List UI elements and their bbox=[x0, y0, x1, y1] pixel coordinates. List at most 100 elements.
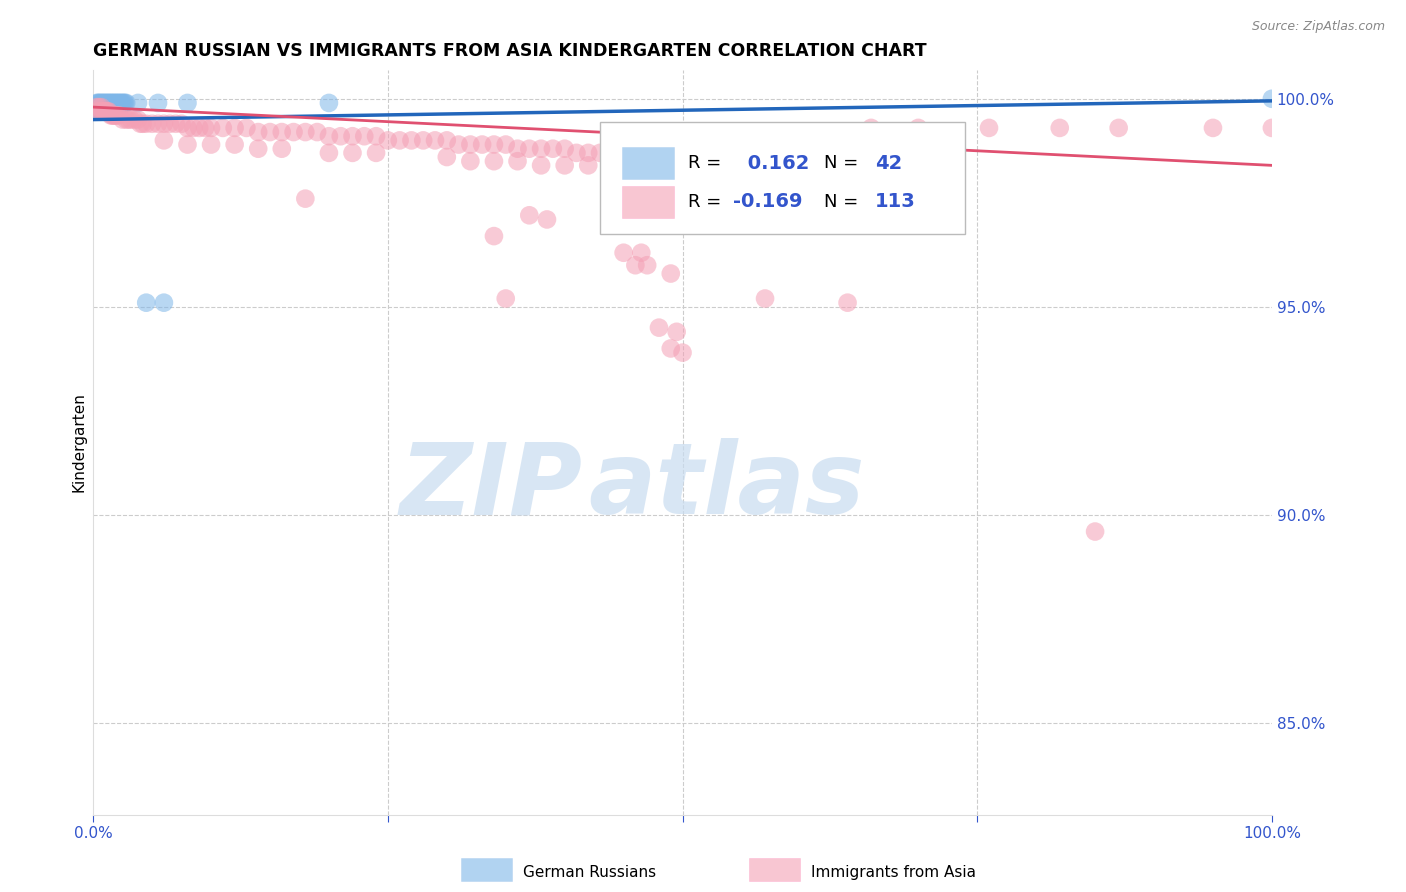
Point bbox=[108, 95, 131, 110]
Point bbox=[482, 154, 505, 169]
Point bbox=[107, 95, 129, 110]
Y-axis label: Kindergarten: Kindergarten bbox=[72, 392, 86, 492]
Point bbox=[108, 108, 131, 122]
Point bbox=[318, 129, 340, 144]
Point bbox=[423, 133, 446, 147]
Point bbox=[87, 95, 110, 110]
Point bbox=[460, 137, 482, 152]
Point bbox=[117, 112, 139, 127]
Point bbox=[94, 104, 117, 119]
Point bbox=[353, 129, 375, 144]
Point bbox=[565, 145, 588, 160]
Text: R =: R = bbox=[689, 154, 727, 172]
Point bbox=[589, 145, 612, 160]
Point bbox=[86, 104, 108, 119]
Point bbox=[224, 137, 246, 152]
Point bbox=[153, 133, 176, 147]
Point bbox=[93, 95, 115, 110]
Point bbox=[100, 108, 122, 122]
Point bbox=[170, 117, 193, 131]
Point bbox=[124, 112, 146, 127]
Point bbox=[100, 104, 122, 119]
Point bbox=[506, 154, 529, 169]
Point bbox=[98, 95, 121, 110]
Point bbox=[87, 104, 110, 119]
Point bbox=[460, 154, 482, 169]
Point bbox=[135, 295, 157, 310]
Point bbox=[624, 258, 647, 272]
Point bbox=[103, 108, 125, 122]
Point bbox=[176, 137, 198, 152]
Point bbox=[183, 120, 205, 135]
Point bbox=[94, 104, 117, 119]
Point bbox=[176, 95, 198, 110]
Point bbox=[364, 129, 387, 144]
Point bbox=[211, 120, 233, 135]
Point bbox=[659, 342, 682, 356]
Point bbox=[860, 120, 883, 135]
Point bbox=[111, 112, 134, 127]
FancyBboxPatch shape bbox=[623, 147, 675, 178]
Point bbox=[294, 192, 316, 206]
Point bbox=[224, 120, 246, 135]
Point bbox=[1202, 120, 1225, 135]
Point bbox=[318, 145, 340, 160]
Point bbox=[613, 145, 636, 160]
Point bbox=[153, 295, 176, 310]
Text: N =: N = bbox=[824, 193, 865, 211]
Point bbox=[576, 158, 599, 172]
Point bbox=[600, 145, 623, 160]
Point bbox=[554, 142, 576, 156]
Point bbox=[94, 95, 117, 110]
Point bbox=[86, 100, 108, 114]
Point bbox=[104, 108, 127, 122]
Point bbox=[659, 267, 682, 281]
Point bbox=[665, 325, 688, 339]
Point bbox=[153, 117, 176, 131]
Point bbox=[247, 142, 270, 156]
Point bbox=[482, 229, 505, 244]
Point bbox=[364, 145, 387, 160]
Point bbox=[91, 104, 114, 119]
Point bbox=[377, 133, 399, 147]
Point bbox=[447, 137, 470, 152]
Point bbox=[127, 112, 149, 127]
Point bbox=[194, 120, 217, 135]
Point bbox=[93, 104, 115, 119]
Point bbox=[86, 95, 108, 110]
Point bbox=[506, 142, 529, 156]
Point bbox=[87, 95, 110, 110]
Point bbox=[89, 104, 111, 119]
Point bbox=[101, 95, 124, 110]
Point bbox=[104, 95, 127, 110]
Point bbox=[100, 95, 122, 110]
Point bbox=[96, 104, 118, 119]
FancyBboxPatch shape bbox=[623, 186, 675, 218]
Point bbox=[200, 120, 222, 135]
Point bbox=[436, 133, 458, 147]
Point bbox=[146, 117, 169, 131]
Point bbox=[436, 150, 458, 164]
Point bbox=[648, 320, 671, 334]
Point bbox=[135, 117, 157, 131]
Text: -0.169: -0.169 bbox=[733, 193, 803, 211]
Text: R =: R = bbox=[689, 193, 727, 211]
Point bbox=[294, 125, 316, 139]
Point bbox=[837, 295, 859, 310]
Point bbox=[188, 120, 211, 135]
Point bbox=[93, 104, 115, 119]
Point bbox=[94, 95, 117, 110]
Point bbox=[87, 100, 110, 114]
Text: atlas: atlas bbox=[588, 438, 865, 535]
Point bbox=[636, 258, 658, 272]
FancyBboxPatch shape bbox=[600, 122, 966, 234]
Point bbox=[517, 208, 540, 222]
Point bbox=[401, 133, 423, 147]
Point bbox=[247, 125, 270, 139]
Point bbox=[146, 95, 169, 110]
Point bbox=[90, 104, 112, 119]
Point bbox=[90, 100, 112, 114]
Point bbox=[159, 117, 181, 131]
Point bbox=[89, 104, 111, 119]
Point bbox=[754, 292, 776, 306]
